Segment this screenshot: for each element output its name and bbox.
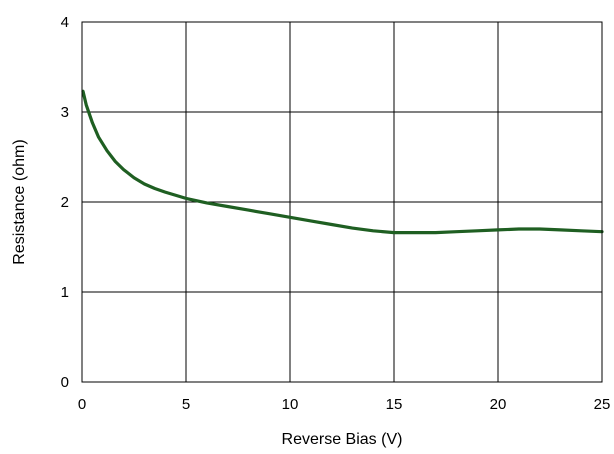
x-tick-label: 25 bbox=[594, 396, 611, 413]
y-axis-ticks: 0 1 2 3 4 bbox=[61, 14, 69, 391]
x-tick-label: 10 bbox=[282, 396, 299, 413]
plot-area-frame bbox=[81, 21, 603, 383]
series-line bbox=[81, 89, 604, 235]
y-tick-label: 4 bbox=[61, 14, 69, 31]
x-tick-label: 20 bbox=[490, 396, 507, 413]
y-axis-label: Resistance (ohm) bbox=[11, 139, 28, 264]
y-tick-label: 0 bbox=[61, 374, 69, 391]
series-layer bbox=[81, 89, 604, 235]
y-tick-label: 2 bbox=[61, 194, 69, 211]
grid-lines bbox=[82, 22, 602, 382]
x-tick-label: 15 bbox=[386, 396, 403, 413]
y-tick-label: 1 bbox=[61, 284, 69, 301]
x-tick-label: 5 bbox=[182, 396, 190, 413]
y-tick-label: 3 bbox=[61, 104, 69, 121]
x-axis-ticks: 0 5 10 15 20 25 bbox=[78, 396, 611, 413]
x-axis-label: Reverse Bias (V) bbox=[282, 431, 403, 448]
x-tick-label: 0 bbox=[78, 396, 86, 413]
